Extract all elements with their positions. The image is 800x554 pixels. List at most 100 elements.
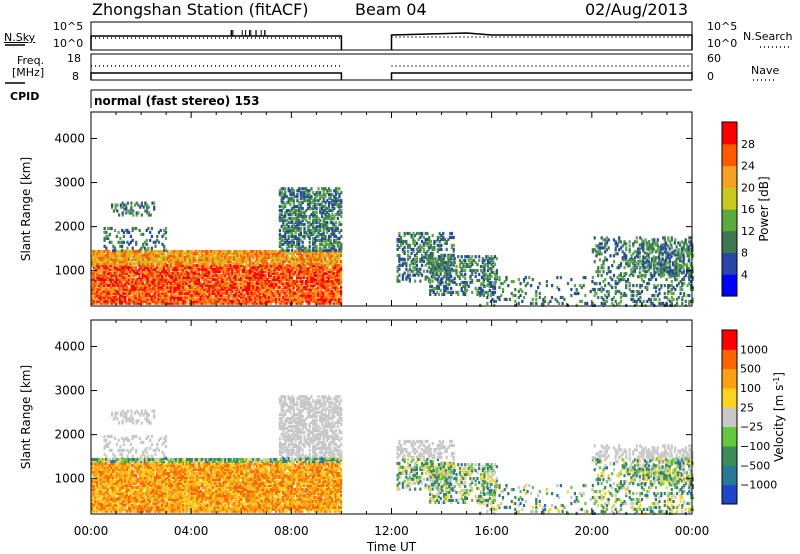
- power-cell: [94, 283, 97, 287]
- power-cell: [169, 273, 173, 277]
- power-cell: [154, 254, 157, 258]
- power-cell: [287, 275, 290, 279]
- power-cell: [287, 187, 290, 191]
- power-cell: [296, 293, 299, 297]
- power-cell: [296, 218, 299, 223]
- power-cell: [602, 260, 605, 264]
- power-cell: [240, 283, 243, 287]
- power-cell: [140, 291, 143, 295]
- power-cell: [510, 280, 513, 284]
- power-cell: [325, 252, 329, 256]
- power-cell: [301, 289, 304, 293]
- power-cell: [521, 289, 524, 294]
- power-cell: [275, 263, 278, 268]
- power-cell: [422, 247, 425, 251]
- power-cell: [129, 283, 132, 287]
- power-cell: [306, 277, 309, 281]
- power-cell: [419, 259, 422, 263]
- power-cell: [290, 261, 293, 266]
- power-cell: [91, 263, 94, 268]
- power-cell: [398, 259, 401, 263]
- power-cell: [434, 286, 437, 290]
- power-cell: [108, 273, 111, 277]
- power-cell: [415, 259, 418, 263]
- power-cell: [194, 277, 197, 281]
- power-cell: [437, 269, 440, 273]
- power-cell: [119, 205, 122, 209]
- power-cell: [471, 280, 474, 285]
- power-cell: [273, 271, 276, 275]
- power-cell: [320, 187, 324, 191]
- power-cell: [304, 281, 308, 285]
- power-cell: [282, 271, 285, 275]
- power-cell: [148, 273, 151, 277]
- power-cell: [271, 297, 274, 301]
- power-cell: [498, 285, 501, 290]
- power-cell: [122, 240, 125, 244]
- power-cell: [114, 207, 117, 211]
- power-cell: [462, 280, 465, 285]
- power-cell: [340, 201, 343, 205]
- power-cell: [199, 273, 202, 277]
- power-cell: [208, 289, 211, 293]
- power-cell: [414, 273, 417, 277]
- power-cell: [133, 273, 136, 277]
- power-cell: [231, 283, 234, 287]
- power-cell: [285, 242, 288, 246]
- power-cell: [319, 238, 322, 242]
- power-cell: [597, 266, 600, 270]
- power-cell: [320, 257, 323, 262]
- power-cell: [488, 261, 491, 265]
- power-cell: [262, 267, 265, 272]
- power-cell: [173, 269, 176, 273]
- power-cell: [291, 199, 294, 203]
- power-cell: [431, 251, 434, 255]
- power-cell: [222, 261, 225, 266]
- power-cell: [301, 299, 304, 303]
- power-cell: [336, 228, 339, 232]
- power-cell: [327, 216, 331, 221]
- power-cell: [308, 220, 311, 225]
- power-cell: [91, 279, 94, 283]
- power-cell: [178, 291, 181, 295]
- power-cell: [147, 250, 150, 254]
- power-cell: [291, 209, 294, 213]
- power-cell: [197, 299, 201, 303]
- power-cell: [157, 275, 160, 279]
- power-cell: [164, 283, 167, 287]
- power-cell: [122, 256, 125, 260]
- power-cell: [278, 261, 281, 266]
- power-cell: [201, 273, 204, 277]
- power-cell: [120, 259, 123, 264]
- power-cell: [312, 205, 315, 209]
- power-cell: [312, 224, 315, 229]
- power-cell: [271, 275, 274, 279]
- power-cell: [313, 265, 316, 270]
- power-cell: [478, 278, 481, 283]
- power-cell: [310, 299, 313, 303]
- power-cell: [324, 248, 327, 252]
- power-cell: [405, 275, 408, 279]
- power-cell: [284, 187, 287, 191]
- power-cell: [315, 299, 318, 303]
- power-cell: [438, 231, 441, 236]
- power-cell: [233, 263, 236, 268]
- power-cell: [103, 301, 106, 305]
- power-cell: [623, 278, 626, 282]
- power-cell: [94, 291, 97, 295]
- power-cell: [282, 220, 285, 225]
- power-cell: [607, 246, 610, 250]
- power-cell: [544, 295, 547, 300]
- power-cell: [234, 271, 237, 275]
- power-cell: [268, 275, 271, 279]
- power-cell: [264, 261, 267, 266]
- power-cell: [110, 261, 113, 266]
- power-cell: [602, 270, 605, 274]
- power-cell: [408, 277, 411, 281]
- power-cell: [117, 230, 120, 234]
- power-cell: [481, 270, 484, 275]
- power-cell: [125, 203, 128, 207]
- power-cell: [121, 205, 124, 209]
- power-cell: [602, 266, 605, 270]
- power-cell: [161, 250, 164, 254]
